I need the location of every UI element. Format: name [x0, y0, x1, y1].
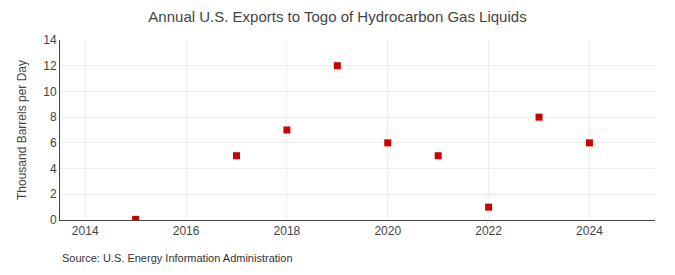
svg-text:Annual U.S. Exports to Togo of: Annual U.S. Exports to Togo of Hydrocarb…: [148, 8, 526, 25]
svg-text:4: 4: [50, 162, 57, 176]
svg-text:2024: 2024: [576, 224, 603, 238]
svg-text:Thousand Barrels per Day: Thousand Barrels per Day: [15, 60, 29, 200]
svg-text:2016: 2016: [173, 224, 200, 238]
svg-text:2018: 2018: [274, 224, 301, 238]
svg-text:8: 8: [50, 110, 57, 124]
svg-text:2014: 2014: [72, 224, 99, 238]
svg-text:10: 10: [43, 85, 57, 99]
svg-text:2: 2: [50, 187, 57, 201]
svg-text:0: 0: [50, 213, 57, 227]
svg-text:2022: 2022: [475, 224, 502, 238]
svg-text:2020: 2020: [374, 224, 401, 238]
svg-text:12: 12: [43, 59, 57, 73]
svg-text:6: 6: [50, 136, 57, 150]
svg-text:Source: U.S. Energy Informatio: Source: U.S. Energy Information Administ…: [62, 252, 293, 264]
svg-text:14: 14: [43, 33, 57, 47]
